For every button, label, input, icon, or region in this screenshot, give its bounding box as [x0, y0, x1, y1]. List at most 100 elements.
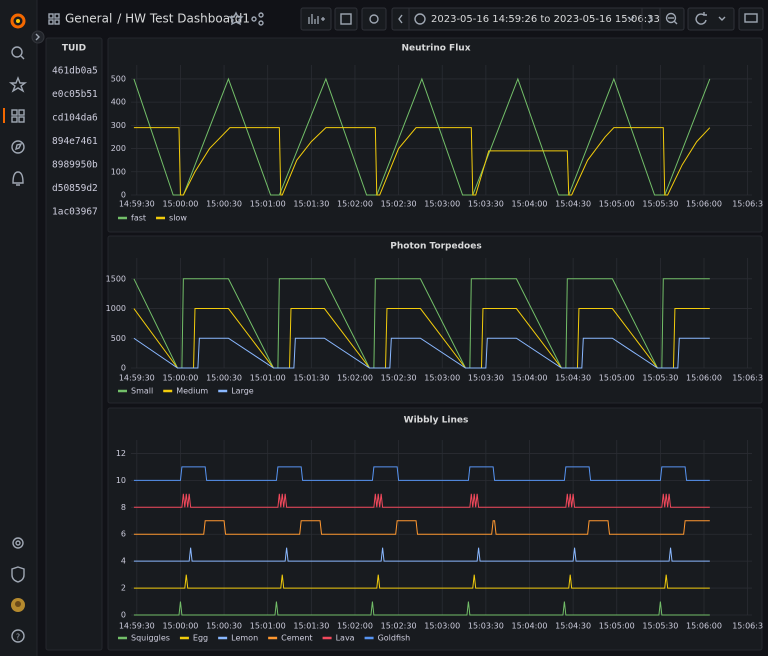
legend-label[interactable]: Squiggles: [131, 634, 170, 643]
legend-label[interactable]: Egg: [193, 634, 208, 643]
x-tick-label: 15:00:30: [206, 374, 242, 383]
x-tick-label: 15:04:30: [555, 200, 591, 209]
legend-label[interactable]: Lava: [336, 634, 355, 643]
panel-title: Wibbly Lines: [404, 416, 469, 426]
x-tick-label: 15:01:00: [250, 374, 286, 383]
refresh-icon: [695, 12, 707, 25]
share-button[interactable]: [251, 12, 264, 26]
refresh-button[interactable]: [687, 7, 735, 31]
y-tick-label: 0: [121, 364, 126, 373]
grafana-logo[interactable]: [10, 13, 26, 29]
legend-label[interactable]: Medium: [176, 387, 208, 396]
dashboard-title[interactable]: / HW Test Dashboard1: [117, 12, 250, 26]
x-tick-label: 15:01:00: [250, 622, 286, 631]
time-picker[interactable]: [391, 7, 685, 31]
x-tick-label: 15:03:00: [424, 622, 460, 631]
settings-icon[interactable]: [12, 537, 24, 549]
x-tick-label: 15:06:3: [732, 622, 763, 631]
add-panel-button[interactable]: [300, 7, 332, 31]
x-tick-label: 15:00:30: [206, 200, 242, 209]
admin-icon[interactable]: [11, 566, 25, 583]
legend-label[interactable]: Goldfish: [378, 634, 411, 643]
save-button[interactable]: [334, 7, 358, 31]
x-tick-label: 15:00:00: [162, 622, 198, 631]
table-cell: cd104da6: [52, 113, 98, 124]
x-tick-label: 15:02:30: [381, 622, 417, 631]
time-range[interactable]: 2023-05-16 14:59:26 to 2023-05-16 15:06:…: [431, 14, 660, 25]
legend-label[interactable]: slow: [169, 214, 187, 223]
x-tick-label: 15:05:30: [642, 200, 678, 209]
search-icon[interactable]: [11, 46, 25, 60]
legend-label[interactable]: Small: [131, 387, 153, 396]
y-tick-label: 0: [121, 611, 126, 620]
zoom-out-button[interactable]: [665, 12, 678, 25]
starred-icon[interactable]: [8, 76, 28, 93]
y-tick-label: 200: [111, 144, 126, 153]
alerting-icon[interactable]: [12, 171, 24, 186]
tv-mode-button[interactable]: [738, 7, 764, 31]
table-cell: d50859d2: [52, 183, 98, 194]
x-tick-label: 15:05:00: [599, 200, 635, 209]
series-line: [133, 574, 710, 589]
clock-icon: [414, 13, 426, 25]
legend-label[interactable]: fast: [131, 214, 146, 223]
series-line: [133, 308, 710, 369]
x-tick-label: 15:00:30: [206, 622, 242, 631]
legend-label[interactable]: Cement: [281, 634, 312, 643]
x-tick-label: 15:04:00: [512, 200, 548, 209]
series-line: [133, 77, 711, 196]
x-tick-label: 15:02:30: [381, 200, 417, 209]
x-tick-label: 15:04:00: [512, 622, 548, 631]
x-tick-label: 14:59:30: [119, 622, 155, 631]
user-avatar[interactable]: [11, 598, 25, 612]
sidebar-toggle[interactable]: [31, 30, 45, 44]
breadcrumb-folder[interactable]: General: [65, 12, 112, 26]
y-tick-label: 10: [116, 476, 126, 485]
series-line: [133, 601, 710, 616]
settings-button[interactable]: [361, 7, 387, 31]
series-line: [133, 520, 710, 535]
x-tick-label: 14:59:30: [119, 374, 155, 383]
panel-title: Photon Torpedoes: [390, 242, 481, 252]
series-line: [133, 278, 710, 369]
x-tick-label: 15:02:00: [337, 622, 373, 631]
series-line: [133, 547, 710, 562]
x-tick-label: 15:03:30: [468, 374, 504, 383]
active-indicator: [3, 108, 5, 123]
explore-icon[interactable]: [11, 140, 25, 154]
x-tick-label: 15:05:30: [642, 622, 678, 631]
legend-label[interactable]: Large: [231, 387, 254, 396]
y-tick-label: 0: [121, 191, 126, 200]
table-body: 461db0a5 e0c05b51 cd104da6 894e7461 8989950b…: [52, 66, 98, 218]
x-tick-label: 15:05:00: [599, 622, 635, 631]
panel: [107, 407, 763, 651]
star-button[interactable]: [228, 11, 244, 26]
x-tick-label: 14:59:30: [119, 200, 155, 209]
tv-icon: [744, 13, 758, 23]
series-line: [133, 127, 711, 196]
series-line: [133, 337, 710, 369]
x-tick-label: 15:02:30: [381, 374, 417, 383]
sidebar: [0, 0, 37, 656]
x-tick-label: 15:02:00: [337, 200, 373, 209]
time-back-icon[interactable]: [398, 14, 403, 24]
legend-label[interactable]: Lemon: [231, 634, 258, 643]
x-tick-label: 15:04:30: [555, 374, 591, 383]
x-tick-label: 15:00:00: [162, 374, 198, 383]
add-panel-icon: [308, 14, 325, 24]
help-icon[interactable]: ?: [11, 629, 25, 643]
dashboards-icon[interactable]: [11, 109, 25, 123]
x-tick-label: 15:03:30: [468, 622, 504, 631]
settings-gear-icon: [369, 14, 379, 24]
x-tick-label: 15:04:30: [555, 622, 591, 631]
y-tick-label: 300: [111, 121, 126, 130]
x-tick-label: 15:00:00: [162, 200, 198, 209]
y-tick-label: 2: [121, 584, 126, 593]
time-forward-icon[interactable]: [648, 14, 653, 24]
y-tick-label: 1000: [106, 304, 126, 313]
x-tick-label: 15:06:00: [686, 200, 722, 209]
x-tick-label: 15:04:00: [512, 374, 548, 383]
table-cell: 8989950b: [52, 160, 98, 171]
x-tick-label: 15:06:3: [732, 374, 763, 383]
